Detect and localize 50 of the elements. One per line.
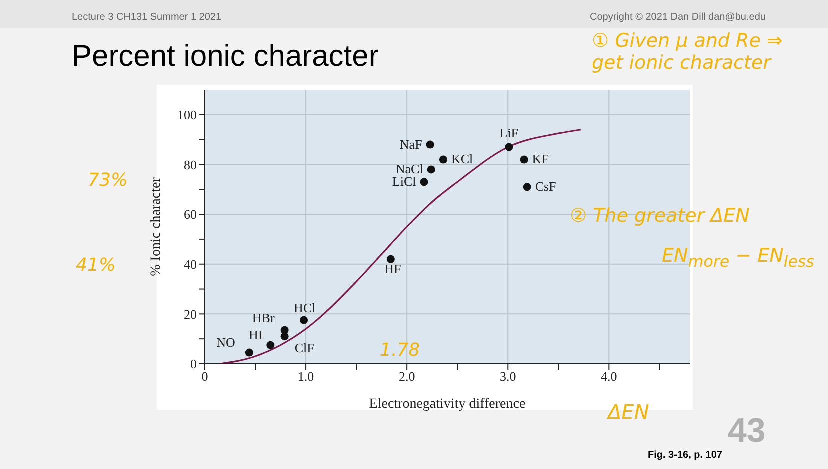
data-label: LiF: [500, 125, 519, 140]
y-tick-label: 100: [178, 108, 197, 123]
data-label: NO: [216, 334, 236, 350]
point: [280, 332, 289, 341]
y-tick-label: 80: [184, 157, 197, 172]
data-label: LiCl: [392, 174, 417, 190]
point: [523, 183, 532, 192]
text: 43: [728, 412, 766, 451]
data-label: HF: [384, 261, 402, 276]
text: 73%: [88, 170, 128, 191]
text: ① Given μ and Re ⇒ get ionic character: [592, 30, 784, 74]
data-label: HBr: [252, 310, 276, 326]
x-tick-label: 4.0: [601, 369, 618, 384]
caption: Fig. 3-16, p. 107: [648, 450, 722, 461]
x-tick-label: 2.0: [398, 369, 416, 384]
point: [245, 348, 254, 357]
y-tick-label: 40: [184, 256, 197, 272]
data-label: HI: [248, 327, 263, 342]
data-label: NaCl: [396, 162, 424, 177]
point: [386, 255, 395, 264]
data-label: KCl: [451, 152, 474, 167]
text: ΔEN: [608, 400, 650, 424]
x-tick-label: 0: [202, 369, 208, 384]
annotation: 1.78: [380, 340, 420, 361]
y-tick-label: 60: [184, 207, 197, 222]
point: [420, 178, 428, 186]
x-axis-title: Electronegativity difference: [369, 397, 526, 412]
text: Copyright © 2021 Dan Dill dan@bu.edu: [590, 12, 766, 23]
data-label: NaF: [400, 136, 422, 152]
y-axis-title: % Ionic character: [148, 177, 164, 276]
x-tick-label: 3.0: [500, 369, 516, 384]
point: [266, 341, 275, 350]
point: [300, 316, 308, 324]
point: [439, 156, 448, 164]
point: [505, 143, 514, 152]
data-label: ClF: [294, 340, 314, 356]
chart-title: Percent ionic character: [72, 40, 379, 74]
point: [427, 166, 436, 174]
data-label: HCl: [294, 300, 316, 316]
text: Lecture 3 CH131 Summer 1 2021: [72, 12, 222, 23]
annotation: ② The greater ΔEN: [570, 205, 750, 227]
annotation: EN$_{more}$ − EN$_{less}$: [662, 245, 814, 271]
data-label: CsF: [535, 179, 556, 194]
point: [520, 156, 528, 164]
text: 41%: [76, 255, 116, 276]
point: [426, 140, 434, 149]
y-tick-label: 0: [190, 356, 197, 372]
data-label: KF: [532, 152, 549, 167]
y-tick-label: 20: [184, 306, 197, 322]
x-tick-label: 1.0: [298, 369, 314, 384]
